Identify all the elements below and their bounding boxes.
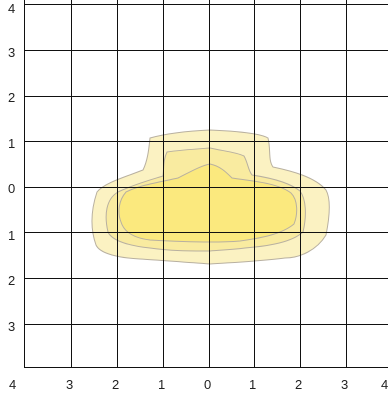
x-tick-label: 1 xyxy=(158,377,165,392)
x-axis-labels: 4 3 2 1 0 1 2 3 4 xyxy=(9,377,388,392)
y-tick-label: 4 xyxy=(8,1,15,16)
y-tick-label: 1 xyxy=(8,228,15,243)
x-tick-label: 3 xyxy=(341,377,348,392)
contour-regions xyxy=(91,129,330,265)
x-tick-label: 0 xyxy=(204,377,211,392)
x-tick-label: 4 xyxy=(9,377,16,392)
y-tick-label: 2 xyxy=(8,273,15,288)
y-tick-label: 3 xyxy=(8,319,15,334)
x-tick-label: 3 xyxy=(66,377,73,392)
x-tick-label: 1 xyxy=(249,377,256,392)
x-tick-label: 2 xyxy=(112,377,119,392)
y-tick-label: 1 xyxy=(8,136,15,151)
y-tick-label: 3 xyxy=(8,45,15,60)
y-axis-labels: 4 3 2 1 0 1 2 3 xyxy=(8,1,15,334)
y-tick-label: 2 xyxy=(8,90,15,105)
grid xyxy=(24,0,388,368)
x-tick-label: 2 xyxy=(295,377,302,392)
x-tick-label: 4 xyxy=(381,377,388,392)
y-tick-label: 0 xyxy=(8,181,15,196)
